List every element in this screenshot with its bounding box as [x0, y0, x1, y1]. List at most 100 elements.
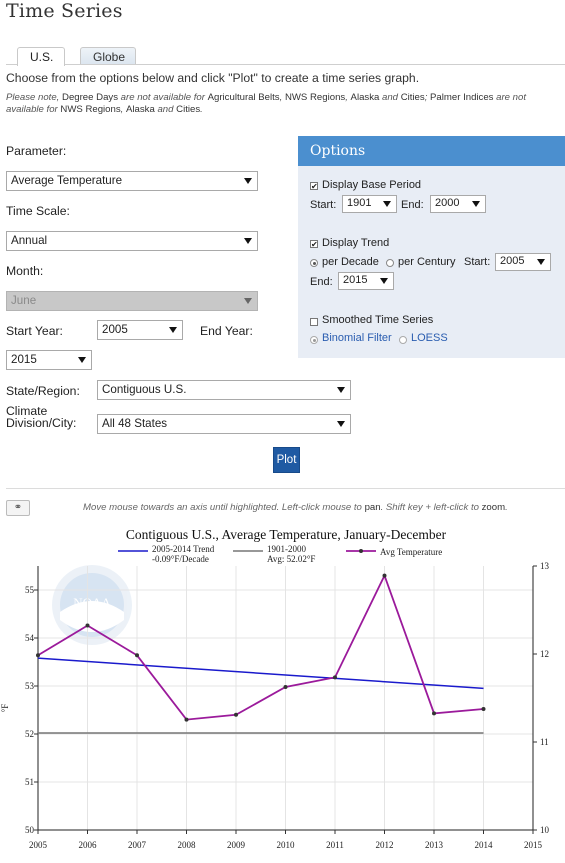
legend-base-line1: 1901-2000: [267, 544, 306, 554]
permalink-button[interactable]: ⚭: [6, 500, 30, 516]
tabs-divider: [6, 64, 565, 65]
month-label: Month:: [6, 264, 44, 278]
y2-tick-label: 13: [540, 561, 550, 571]
avg-temperature-point: [135, 653, 139, 658]
avg-temperature-point: [36, 653, 40, 658]
y-tick-label: 55: [25, 585, 35, 595]
binomial-filter-radio[interactable]: [310, 336, 318, 344]
x-tick-label: 2009: [227, 840, 246, 850]
base-end-label: End:: [401, 199, 424, 211]
link-icon: ⚭: [13, 502, 23, 513]
per-century-radio[interactable]: [386, 259, 394, 267]
chart-title: Contiguous U.S., Average Temperature, Ja…: [126, 527, 447, 542]
avg-temperature-point: [333, 675, 337, 680]
y2-tick-label: 12: [540, 649, 549, 659]
climate-division-label: Climate Division/City:: [6, 404, 77, 430]
start-year-label: Start Year:: [6, 324, 63, 338]
chevron-down-icon: [244, 178, 252, 184]
climate-division-select[interactable]: All 48 States: [97, 414, 351, 434]
base-end-select[interactable]: 2000: [430, 195, 486, 213]
chart-hint: Move mouse towards an axis until highlig…: [83, 502, 508, 513]
parameter-label: Parameter:: [6, 144, 67, 158]
y-tick-label: 53: [25, 681, 35, 691]
y-tick-label: 52: [25, 729, 34, 739]
per-decade-radio[interactable]: [310, 259, 318, 267]
trend-start-select[interactable]: 2005: [495, 253, 551, 271]
end-year-label: End Year:: [200, 324, 253, 338]
trend-end-label: End:: [310, 276, 333, 288]
noaa-logo-text: NOAA: [73, 595, 111, 610]
loess-link[interactable]: LOESS: [411, 332, 448, 344]
noaa-logo-watermark: NOAA: [52, 565, 132, 645]
avg-temperature-point: [85, 623, 90, 628]
avg-temperature-point: [283, 684, 288, 689]
display-base-period-label: Display Base Period: [322, 179, 422, 191]
legend-trend-line2: -0.09°F/Decade: [152, 554, 209, 564]
chevron-down-icon: [337, 387, 345, 393]
legend-trend-line1: 2005-2014 Trend: [152, 544, 215, 554]
y-tick-label: 50: [25, 825, 35, 835]
x-tick-label: 2010: [277, 840, 296, 850]
x-tick-label: 2006: [79, 840, 98, 850]
legend-avg-marker: [359, 549, 363, 553]
smoothed-time-series-label: Smoothed Time Series: [322, 314, 434, 326]
smoothed-time-series-checkbox[interactable]: [310, 318, 318, 326]
chevron-down-icon: [78, 357, 86, 363]
avg-temperature-line: [37, 573, 484, 721]
parameter-select[interactable]: Average Temperature: [6, 171, 258, 191]
availability-note: Please note, Degree Days are not availab…: [6, 92, 527, 115]
trend-end-select[interactable]: 2015: [338, 272, 394, 290]
chevron-down-icon: [244, 298, 252, 304]
x-tick-label: 2007: [128, 840, 147, 850]
plot-button[interactable]: Plot: [273, 447, 300, 473]
intro-text: Choose from the options below and click …: [6, 71, 420, 85]
avg-temperature-point: [432, 711, 436, 716]
y2-tick-label: 11: [540, 737, 549, 747]
chevron-down-icon: [337, 421, 345, 427]
tab-us[interactable]: U.S.: [17, 47, 65, 66]
base-start-select[interactable]: 1901: [342, 195, 397, 213]
month-select[interactable]: June: [6, 291, 258, 311]
x-tick-label: 2013: [425, 840, 444, 850]
x-tick-label: 2005: [29, 840, 48, 850]
x-tick-label: 2008: [178, 840, 197, 850]
display-base-period-checkbox[interactable]: ✔: [310, 182, 318, 191]
trend-line: [37, 657, 484, 690]
options-title: Options: [298, 136, 565, 166]
chevron-down-icon: [380, 278, 388, 284]
state-region-select[interactable]: Contiguous U.S.: [97, 380, 351, 400]
display-trend-checkbox[interactable]: ✔: [310, 240, 318, 249]
per-century-label: per Century: [398, 256, 456, 268]
time-scale-label: Time Scale:: [6, 204, 70, 218]
y-tick-label: 54: [25, 633, 35, 643]
start-year-select[interactable]: 2005: [97, 320, 183, 340]
trend-start-label: Start:: [464, 256, 491, 268]
avg-temperature-point: [481, 707, 486, 712]
chevron-down-icon: [537, 259, 545, 265]
chevron-down-icon: [169, 327, 177, 333]
legend-base-line2: Avg: 52.02°F: [267, 554, 315, 564]
time-scale-select[interactable]: Annual: [6, 231, 258, 251]
avg-temperature-point: [382, 573, 387, 578]
y-tick-label: 51: [25, 777, 34, 787]
chevron-down-icon: [472, 201, 480, 207]
chevron-down-icon: [383, 201, 391, 207]
loess-radio[interactable]: [399, 336, 407, 344]
chart-series: [36, 573, 486, 734]
y2-tick-label: 10: [540, 825, 550, 835]
avg-temperature-point: [184, 717, 189, 722]
display-trend-label: Display Trend: [322, 237, 390, 249]
end-year-select[interactable]: 2015: [6, 350, 92, 370]
avg-temperature-point: [234, 712, 238, 717]
binomial-filter-link[interactable]: Binomial Filter: [322, 332, 392, 344]
time-series-chart[interactable]: Contiguous U.S., Average Temperature, Ja…: [0, 520, 565, 863]
state-region-label: State/Region:: [6, 384, 80, 398]
x-tick-label: 2015: [524, 840, 543, 850]
per-decade-label: per Decade: [322, 256, 379, 268]
chart-grid: [37, 566, 534, 831]
legend-avg-label: Avg Temperature: [380, 547, 442, 557]
chevron-down-icon: [244, 238, 252, 244]
tab-globe[interactable]: Globe: [80, 47, 136, 65]
base-start-label: Start:: [310, 199, 337, 211]
y-axis-label: °F: [0, 704, 10, 713]
